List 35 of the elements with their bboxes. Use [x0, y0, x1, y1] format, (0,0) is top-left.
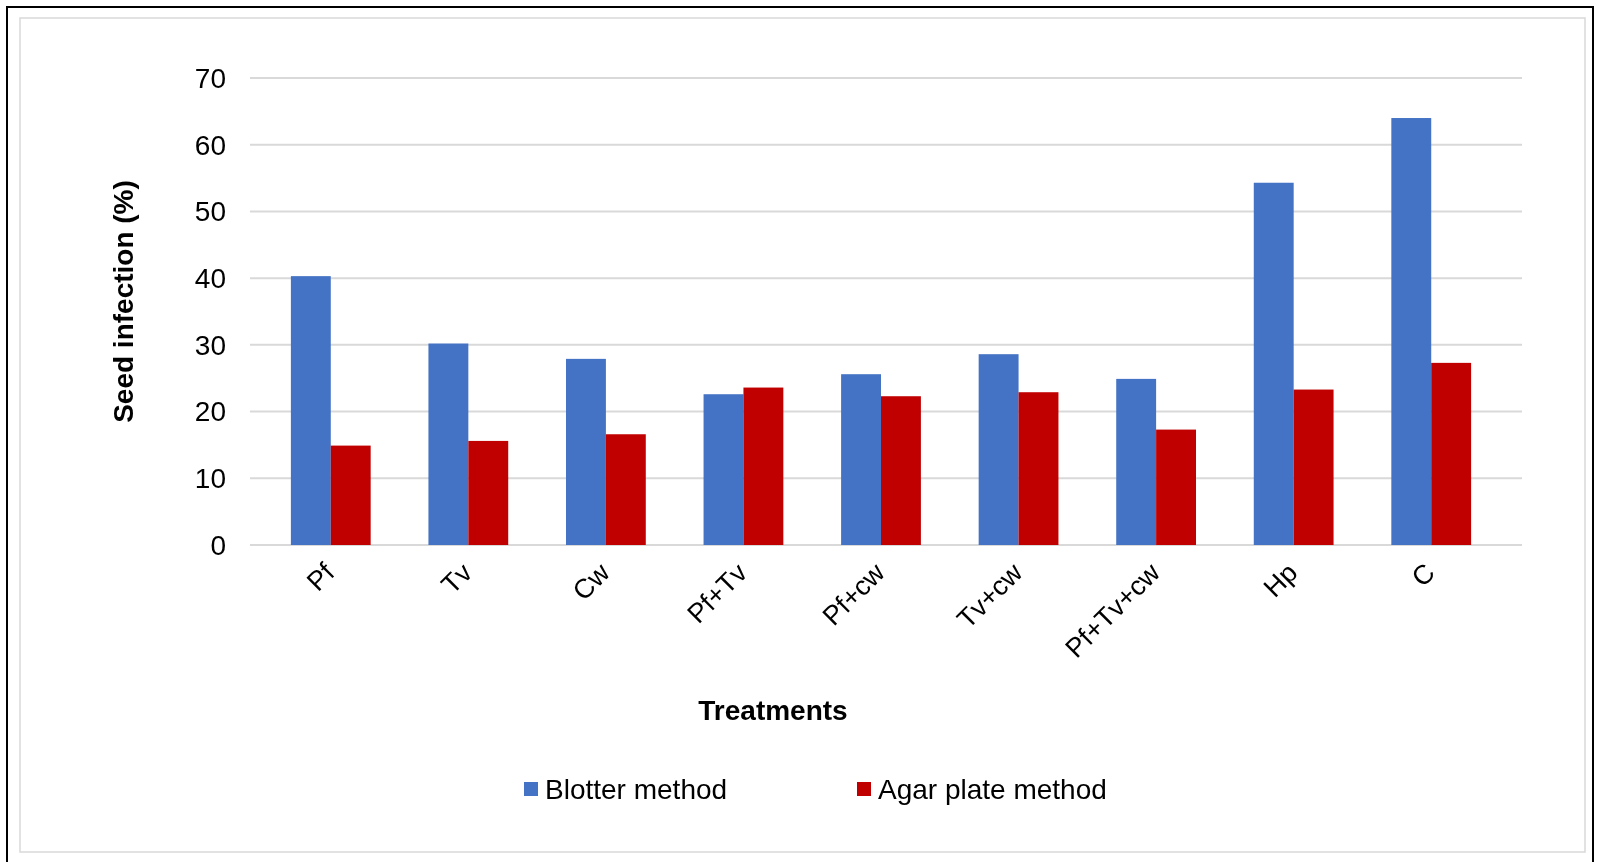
y-tick-label: 70	[194, 62, 226, 94]
bar	[330, 445, 371, 545]
bar	[881, 396, 921, 545]
y-tick-label: 50	[194, 196, 226, 228]
bar	[290, 276, 331, 545]
y-tick-label: 0	[210, 529, 226, 561]
x-axis-title: Treatments	[698, 695, 848, 726]
bar	[1156, 429, 1196, 545]
x-tick-label: Pf	[301, 557, 341, 597]
bar	[1116, 378, 1157, 545]
bar	[703, 394, 744, 545]
legend-label: Blotter method	[545, 773, 728, 805]
x-tick-label: Tv	[435, 557, 479, 600]
bar	[1391, 118, 1432, 545]
y-axis-title: Seed infection (%)	[108, 180, 139, 423]
legend-label: Agar plate method	[878, 773, 1107, 805]
x-tick-label: C	[1405, 557, 1441, 593]
y-tick-label: 20	[194, 396, 226, 428]
bar	[605, 434, 646, 545]
bar	[841, 374, 881, 545]
bar	[566, 358, 606, 545]
bar	[978, 354, 1019, 545]
bar	[1431, 362, 1472, 545]
x-tick-label: Hp	[1257, 557, 1304, 604]
bar	[1293, 389, 1334, 545]
y-tick-label: 30	[194, 329, 226, 361]
bar	[1018, 392, 1059, 545]
y-tick-label: 10	[194, 463, 226, 495]
bar	[1253, 182, 1294, 545]
y-tick-label: 60	[194, 129, 226, 161]
bar	[468, 440, 509, 545]
bar	[428, 343, 469, 545]
y-tick-label: 40	[194, 262, 226, 294]
x-tick-label: Cw	[566, 557, 616, 607]
bar	[743, 387, 784, 545]
